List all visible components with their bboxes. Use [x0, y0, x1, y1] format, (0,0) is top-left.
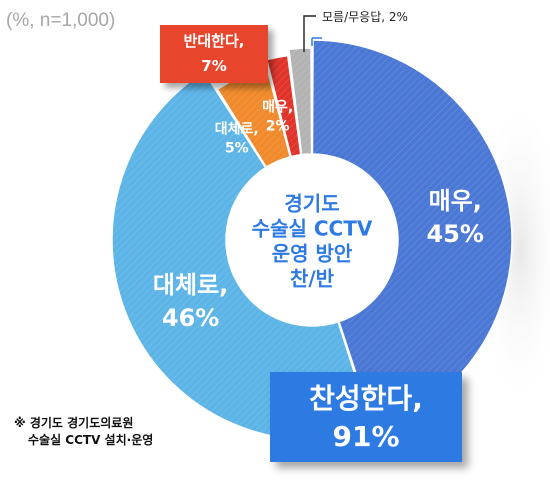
center-label-line: 경기도 — [284, 192, 339, 216]
positive-summary-box: 찬성한다, 91% — [270, 372, 462, 462]
slice-positive-strong-hatch — [312, 40, 512, 430]
slice-label: 대체로, — [215, 122, 259, 138]
slice-labels: 매우, 45% 대체로, 46% 대체로, 5% 매우, 2% — [153, 100, 484, 332]
negative-summary-value: 7% — [201, 57, 227, 75]
footnote-line-1: ※ 경기도 경기도의료원 — [14, 416, 134, 430]
negative-summary-label: 반대한다, — [183, 32, 245, 50]
footnote-line-2: 수술실 CCTV 설치·운영 — [28, 433, 154, 447]
slice-value-label: 5% — [225, 141, 249, 157]
slice-label: 매우, — [429, 187, 482, 215]
slice-unknown-hatch — [288, 48, 312, 155]
slice-label: 매우, — [262, 100, 293, 116]
slice-value-label: 2% — [266, 119, 290, 135]
positive-summary-value: 91% — [332, 420, 400, 453]
center-label-line: 수술실 CCTV — [252, 217, 373, 241]
callout: 모름/무응답, 2% — [303, 10, 408, 52]
slice-positive-moderate-hatch — [112, 71, 373, 440]
positive-summary-label: 찬성한다, — [309, 382, 423, 415]
negative-summary-box: 반대한다, 7% — [160, 25, 268, 83]
center-label-line: 운영 방안 — [272, 242, 353, 266]
slice-hatching — [112, 40, 512, 440]
leader-line-positive — [311, 37, 322, 46]
callout-label-unknown: 모름/무응답, 2% — [322, 10, 408, 24]
callout-leader-line — [303, 15, 316, 52]
slice-label: 대체로, — [153, 271, 228, 299]
slice-value-label: 45% — [426, 220, 483, 248]
slice-negative-strong-hatch — [266, 55, 301, 157]
center-label-line: 찬/반 — [290, 267, 335, 291]
donut-hole — [226, 154, 398, 326]
footnote: ※ 경기도 경기도의료원 수술실 CCTV 설치·운영 — [14, 415, 153, 449]
slice-value-label: 46% — [162, 304, 219, 332]
slice-negative-moderate-hatch — [217, 67, 291, 168]
base-note: (%, n=1,000) — [6, 10, 116, 31]
